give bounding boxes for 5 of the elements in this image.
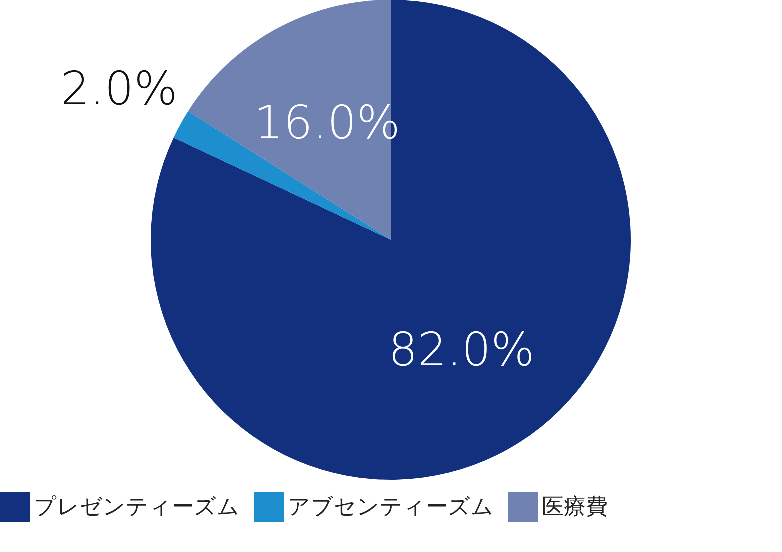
legend-label: プレゼンティーズム xyxy=(34,495,240,520)
legend-label: 医療費 xyxy=(542,495,608,520)
data-label: 2.0% xyxy=(60,62,178,116)
legend-label: アブセンティーズム xyxy=(288,495,494,520)
data-label: 82.0% xyxy=(388,322,535,376)
